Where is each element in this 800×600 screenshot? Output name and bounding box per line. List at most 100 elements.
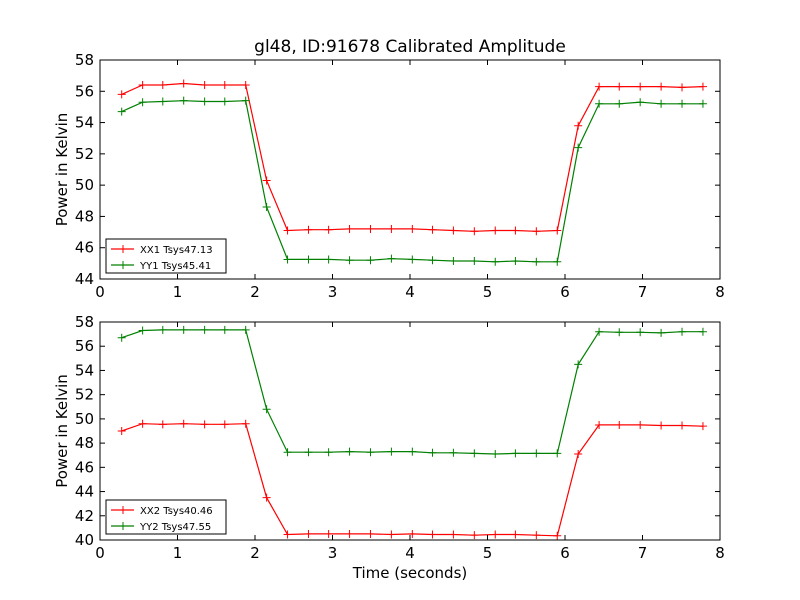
data-point	[698, 327, 707, 336]
data-point	[553, 449, 562, 458]
x-tick-label: 6	[560, 283, 570, 301]
data-point	[511, 449, 520, 458]
data-point	[366, 529, 375, 538]
y-tick-label: 50	[75, 410, 94, 428]
data-point	[449, 448, 458, 457]
legend-box	[105, 499, 227, 535]
legend-marker	[119, 506, 127, 514]
y-tick-label: 40	[75, 531, 94, 549]
legend-label: XX2 Tsys40.46	[140, 506, 213, 517]
data-point	[158, 81, 167, 90]
data-point	[262, 176, 271, 185]
data-point	[200, 325, 209, 334]
data-point	[179, 79, 188, 88]
y-tick-label: 58	[75, 51, 94, 69]
data-point	[117, 107, 126, 116]
data-point	[428, 256, 437, 265]
y-tick-label: 44	[75, 483, 94, 501]
x-tick-label: 6	[560, 544, 570, 562]
data-point	[491, 257, 500, 266]
data-point	[387, 530, 396, 539]
y-tick-label: 46	[75, 239, 94, 257]
data-point	[678, 421, 687, 430]
data-point	[220, 325, 229, 334]
data-point	[283, 255, 292, 264]
data-point	[304, 448, 313, 457]
x-tick-label: 7	[638, 544, 648, 562]
data-point	[470, 449, 479, 458]
data-point	[449, 257, 458, 266]
x-tick-label: 5	[483, 544, 493, 562]
data-point	[138, 419, 147, 428]
data-point	[636, 82, 645, 91]
data-point	[657, 99, 666, 108]
data-point	[179, 325, 188, 334]
y-axis-label: Power in Kelvin	[53, 113, 71, 227]
data-point	[220, 420, 229, 429]
x-tick-label: 2	[250, 283, 260, 301]
x-tick-label: 0	[95, 283, 105, 301]
data-point	[262, 203, 271, 212]
data-point	[532, 449, 541, 458]
legend: XX1 Tsys47.13 YY1 Tsys45.41	[105, 238, 227, 274]
figure-title: gl48, ID:91678 Calibrated Amplitude	[254, 37, 566, 57]
data-point	[657, 328, 666, 337]
data-point	[138, 81, 147, 90]
data-point	[117, 427, 126, 435]
data-point	[511, 530, 520, 539]
data-point	[532, 227, 541, 236]
data-point	[574, 143, 583, 152]
data-point	[428, 225, 437, 234]
data-point	[117, 333, 126, 342]
data-point	[449, 226, 458, 235]
data-point	[408, 224, 417, 233]
data-point	[179, 96, 188, 105]
y-tick-label: 44	[75, 270, 94, 288]
data-point	[657, 82, 666, 91]
data-point	[553, 226, 562, 235]
data-point	[241, 325, 250, 334]
data-point	[470, 257, 479, 266]
y-tick-label: 54	[75, 114, 94, 132]
data-point	[636, 420, 645, 429]
data-point	[408, 255, 417, 264]
legend: XX2 Tsys40.46 YY2 Tsys47.55	[105, 499, 227, 535]
data-point	[698, 82, 707, 91]
data-point	[532, 531, 541, 540]
data-point	[283, 226, 292, 235]
x-tick-label: 3	[328, 283, 338, 301]
data-point	[470, 227, 479, 236]
data-point	[595, 99, 604, 108]
x-tick-label: 4	[405, 283, 415, 301]
data-point	[595, 420, 604, 429]
data-point	[428, 530, 437, 539]
legend-label: YY2 Tsys47.55	[139, 522, 211, 533]
data-point	[387, 254, 396, 263]
data-point	[408, 447, 417, 456]
y-tick-label: 46	[75, 458, 94, 476]
x-tick-label: 7	[638, 283, 648, 301]
legend-box	[105, 238, 227, 274]
data-point	[553, 257, 562, 266]
data-point	[636, 328, 645, 337]
data-point	[283, 448, 292, 457]
data-point	[345, 447, 354, 456]
data-point	[387, 447, 396, 456]
y-tick-label: 52	[75, 386, 94, 404]
data-point	[491, 530, 500, 539]
data-point	[574, 360, 583, 369]
data-point	[138, 326, 147, 335]
data-point	[345, 256, 354, 265]
legend-marker	[119, 261, 127, 269]
y-tick-label: 52	[75, 145, 94, 163]
data-point	[158, 97, 167, 106]
data-point	[698, 99, 707, 108]
data-point	[615, 82, 624, 91]
data-point	[241, 419, 250, 428]
data-point	[324, 255, 333, 264]
legend-label: XX1 Tsys47.13	[140, 245, 213, 256]
data-point	[678, 83, 687, 92]
data-point	[220, 97, 229, 106]
